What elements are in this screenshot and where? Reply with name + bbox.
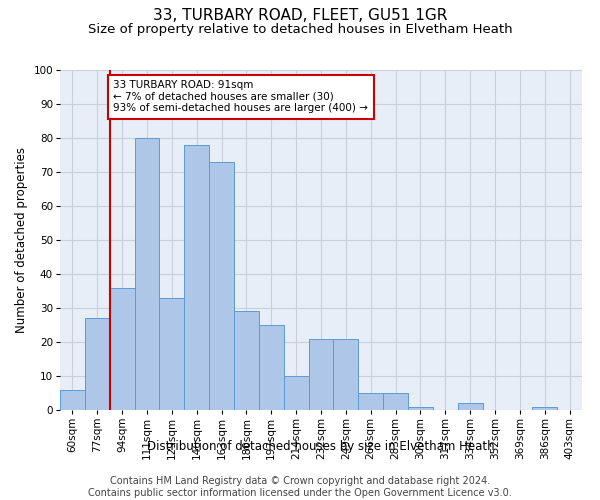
Bar	[160, 298, 184, 410]
Text: 33 TURBARY ROAD: 91sqm
← 7% of detached houses are smaller (30)
93% of semi-deta: 33 TURBARY ROAD: 91sqm ← 7% of detached …	[113, 80, 368, 114]
Bar	[234, 312, 259, 410]
Bar	[532, 406, 557, 410]
Bar	[334, 338, 358, 410]
Bar	[458, 403, 482, 410]
Bar	[284, 376, 308, 410]
Text: 33, TURBARY ROAD, FLEET, GU51 1GR: 33, TURBARY ROAD, FLEET, GU51 1GR	[153, 8, 447, 22]
Bar	[134, 138, 160, 410]
Bar	[358, 393, 383, 410]
Text: Distribution of detached houses by size in Elvetham Heath: Distribution of detached houses by size …	[147, 440, 495, 453]
Bar	[383, 393, 408, 410]
Bar	[408, 406, 433, 410]
Bar	[110, 288, 134, 410]
Text: Size of property relative to detached houses in Elvetham Heath: Size of property relative to detached ho…	[88, 22, 512, 36]
Bar	[60, 390, 85, 410]
Bar	[209, 162, 234, 410]
Bar	[308, 338, 334, 410]
Bar	[85, 318, 110, 410]
Text: Contains HM Land Registry data © Crown copyright and database right 2024.
Contai: Contains HM Land Registry data © Crown c…	[88, 476, 512, 498]
Y-axis label: Number of detached properties: Number of detached properties	[15, 147, 28, 333]
Bar	[259, 325, 284, 410]
Bar	[184, 145, 209, 410]
